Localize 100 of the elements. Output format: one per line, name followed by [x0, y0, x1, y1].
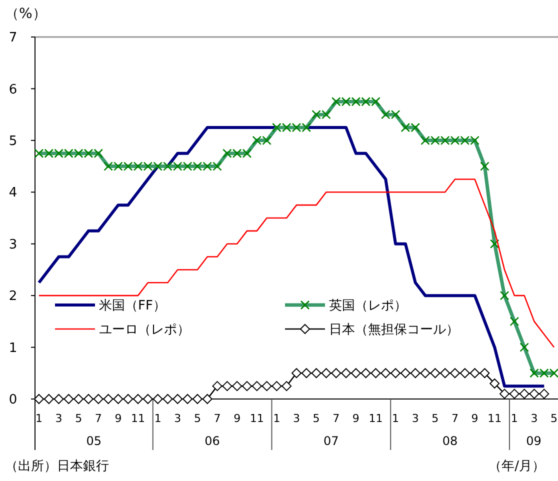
line-series	[38, 178, 555, 348]
point	[321, 368, 332, 378]
x-tick-label: 5	[312, 412, 320, 425]
point	[420, 368, 430, 378]
x-tick-label: 7	[214, 412, 221, 425]
point	[162, 394, 173, 404]
text: 08	[442, 434, 458, 448]
x-tick-label: 3	[174, 412, 182, 425]
x-tick-label: 1	[392, 412, 400, 425]
point	[242, 381, 252, 392]
point	[440, 368, 450, 378]
point	[292, 368, 302, 378]
point	[430, 368, 440, 378]
point	[113, 394, 124, 404]
point	[400, 368, 410, 378]
point	[142, 394, 153, 404]
point	[192, 394, 202, 404]
point	[152, 394, 163, 404]
text: 05	[86, 434, 102, 448]
x-tick-label: 9	[471, 412, 478, 425]
point	[212, 381, 222, 392]
x-tick-label: 5	[550, 412, 558, 425]
point	[83, 394, 94, 404]
x-axis-title: （年/月）	[488, 459, 545, 474]
point	[529, 388, 540, 399]
y-tick-label: 0	[8, 392, 18, 408]
x-tick-label: 11	[131, 412, 146, 425]
point	[282, 381, 292, 392]
point	[103, 394, 114, 404]
point	[350, 368, 361, 378]
point	[460, 368, 470, 378]
x-tick-label: 7	[451, 412, 458, 425]
point	[519, 388, 530, 399]
x-tick-label: 7	[94, 412, 102, 425]
point	[509, 388, 520, 399]
point	[232, 381, 242, 392]
point	[450, 368, 460, 378]
x-tick-label: 3	[412, 412, 419, 425]
point	[93, 394, 104, 404]
point	[202, 394, 212, 404]
y-tick-label: 7	[8, 30, 18, 46]
x-tick-label: 11	[368, 412, 383, 425]
x-tick-label: 5	[194, 412, 201, 425]
text: 09	[526, 434, 542, 448]
point	[341, 368, 352, 378]
point	[331, 368, 342, 378]
point	[272, 381, 282, 392]
y-tick-label: 5	[8, 134, 18, 149]
point	[172, 394, 183, 404]
x-tick-label: 3	[293, 412, 300, 425]
point	[539, 388, 550, 399]
x-tick-label: 1	[154, 412, 162, 425]
point	[54, 394, 64, 404]
point	[301, 368, 312, 378]
point	[480, 368, 490, 378]
text: （出所）日本銀行	[5, 459, 109, 474]
text: 06	[204, 434, 220, 448]
x-tick-label: 9	[114, 412, 122, 425]
legend-label: 日本（無担保コール）	[329, 322, 459, 338]
y-tick-label: 6	[8, 82, 18, 98]
x-tick-label: 5	[432, 412, 439, 425]
x-tick-label: 5	[75, 412, 82, 425]
y-tick-label: 2	[8, 289, 18, 304]
point	[500, 388, 510, 399]
point	[410, 368, 420, 378]
legend-label: ユーロ（レポ）	[99, 322, 190, 338]
x-tick-label: 11	[250, 412, 264, 425]
point	[311, 368, 322, 378]
point	[360, 368, 371, 378]
point	[470, 368, 480, 378]
point	[123, 394, 134, 404]
point	[390, 368, 401, 378]
point	[44, 394, 54, 404]
x-tick-label: 3	[530, 412, 538, 425]
point	[370, 368, 381, 378]
x-tick-label: 9	[352, 412, 360, 425]
y-tick-label: 1	[8, 340, 18, 356]
point	[252, 381, 262, 392]
x-tick-label: 1	[273, 412, 280, 425]
x-tick-label: 3	[55, 412, 62, 425]
point	[34, 394, 44, 404]
point	[133, 394, 144, 404]
y-axis-title: （%）	[5, 6, 46, 22]
y-tick-label: 4	[8, 186, 18, 201]
x-tick-label: 1	[510, 412, 518, 425]
y-tick-label: 3	[8, 237, 18, 252]
x-tick-label: 7	[332, 412, 340, 425]
text: 07	[324, 434, 339, 448]
legend-label: 米国（FF）	[99, 298, 166, 314]
point	[64, 394, 74, 404]
point	[380, 368, 391, 378]
x-tick-label: 9	[234, 412, 241, 425]
point	[182, 394, 193, 404]
point	[262, 381, 272, 392]
point	[490, 378, 500, 388]
legend-label: 英国（レポ）	[329, 298, 407, 314]
x-tick-label: 11	[488, 412, 502, 425]
x-tick-label: 1	[35, 412, 42, 425]
point	[222, 381, 232, 392]
point	[74, 394, 84, 404]
